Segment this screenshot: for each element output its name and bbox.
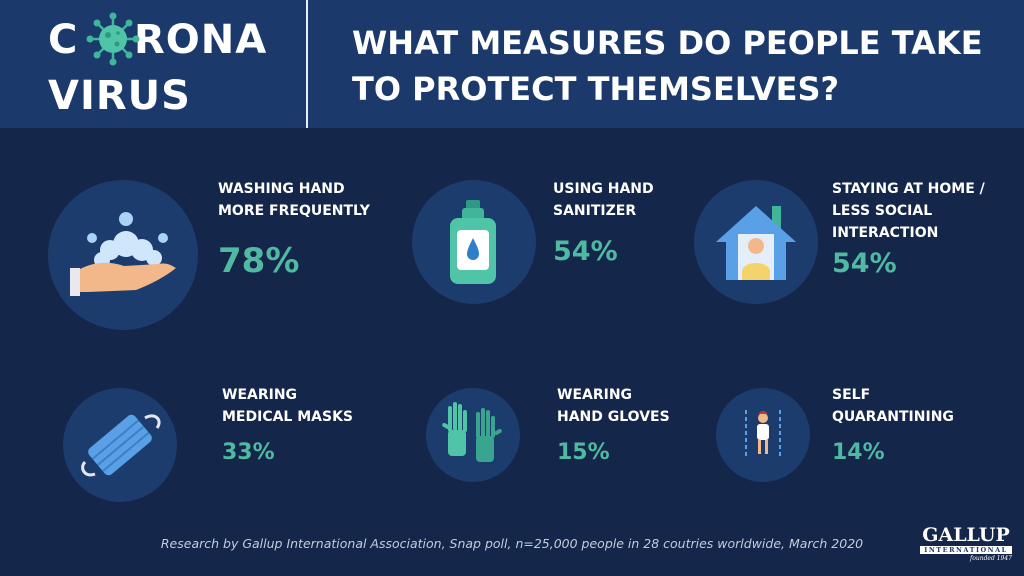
- house-icon: [716, 206, 796, 280]
- measure-label-mask: WEARING MEDICAL MASKS: [222, 387, 354, 425]
- measure-label-washing: WASHING HAND MORE FREQUENTLY: [218, 181, 370, 219]
- gallup-logo-sub: INTERNATIONAL: [920, 546, 1012, 554]
- headline: WHAT MEASURES DO PEOPLE TAKE TO PROTECT …: [352, 24, 983, 109]
- hand-washing-icon: [70, 212, 176, 296]
- gloves-icon: [442, 402, 502, 462]
- medical-mask-icon: [81, 414, 161, 477]
- icon-circle-mask: [63, 388, 177, 502]
- measure-percent-sanitizer: 54%: [553, 236, 618, 267]
- logo-text-rona: RONA: [134, 17, 268, 63]
- icon-circle-quarantine: [716, 388, 810, 482]
- measure-percent-home: 54%: [832, 248, 897, 279]
- gallup-logo: GALLUP INTERNATIONAL founded 1947: [920, 526, 1012, 562]
- hand-sanitizer-icon: [450, 200, 496, 284]
- measure-percent-washing: 78%: [218, 241, 300, 281]
- icon-circle-sanitizer: [412, 180, 536, 304]
- icon-circle-washing: [48, 180, 198, 330]
- measure-percent-mask: 33%: [222, 440, 275, 465]
- source-footnote: Research by Gallup International Associa…: [160, 536, 864, 551]
- measure-percent-gloves: 15%: [557, 440, 610, 465]
- header-divider: [306, 0, 308, 128]
- quarantine-icon: [745, 410, 781, 458]
- logo-line-1: C RONA: [48, 20, 267, 60]
- measure-label-sanitizer: USING HAND SANITIZER: [553, 181, 654, 219]
- measure-label-quarantine: SELF QUARANTINING: [832, 387, 954, 425]
- icon-circle-gloves: [426, 388, 520, 482]
- measure-label-gloves: WEARING HAND GLOVES: [557, 387, 670, 425]
- measure-percent-quarantine: 14%: [832, 440, 885, 465]
- logo-letter-c: C: [48, 17, 79, 63]
- logo-line-2: VIRUS: [48, 73, 191, 119]
- gallup-logo-name: GALLUP: [922, 524, 1010, 546]
- gallup-logo-founded: founded 1947: [970, 555, 1012, 562]
- measure-label-home: STAYING AT HOME / LESS SOCIAL INTERACTIO…: [832, 181, 985, 241]
- header: [0, 0, 1024, 128]
- icon-circle-home: [694, 180, 818, 304]
- virus-icon: [86, 12, 140, 66]
